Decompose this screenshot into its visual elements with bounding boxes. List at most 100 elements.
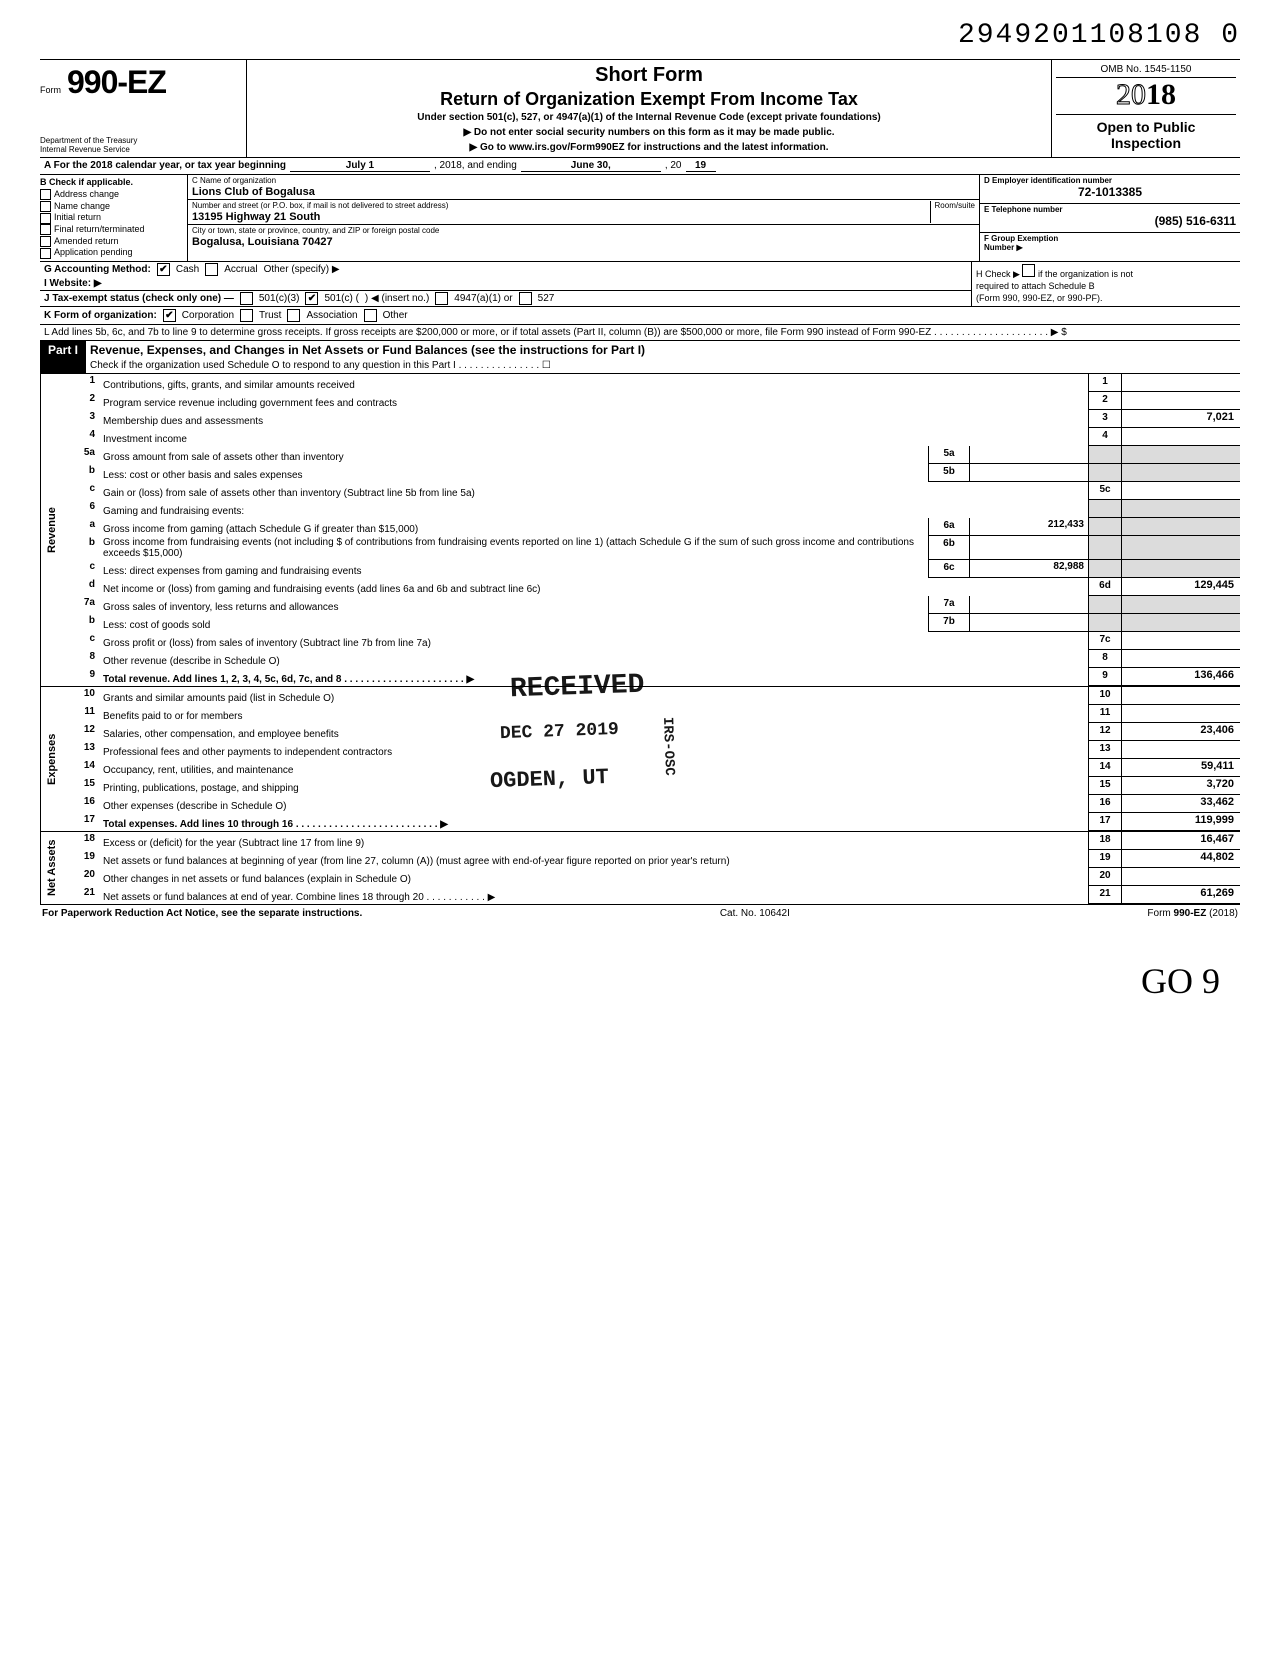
col-b-item: Application pending — [40, 247, 185, 259]
line-end-number: 10 — [1088, 687, 1122, 705]
line-end-number: 13 — [1088, 741, 1122, 759]
footer-right-post: (2018) — [1206, 908, 1238, 919]
cash-checkbox[interactable]: ✔ — [157, 263, 170, 276]
col-h: H Check ▶ if the organization is not req… — [972, 262, 1240, 306]
line-desc: Occupancy, rent, utilities, and maintena… — [101, 759, 1088, 777]
line-desc: Other expenses (describe in Schedule O) — [101, 795, 1088, 813]
line-end-value — [1122, 374, 1240, 392]
form-line: bLess: cost of goods sold7b — [63, 614, 1240, 632]
j-501c-checkbox[interactable]: ✔ — [305, 292, 318, 305]
line-number: 16 — [63, 795, 101, 813]
line-desc: Net assets or fund balances at beginning… — [101, 850, 1088, 868]
line-end-number: 17 — [1088, 813, 1122, 831]
line-end-shade — [1122, 596, 1240, 614]
line-end-number: 2 — [1088, 392, 1122, 410]
row-a-tax-year: A For the 2018 calendar year, or tax yea… — [40, 158, 1240, 175]
revenue-side-label: Revenue — [40, 374, 63, 686]
col-b-header: B Check if applicable. — [40, 177, 185, 187]
footer-right-bold: 990-EZ — [1174, 908, 1207, 919]
department: Department of the Treasury Internal Reve… — [40, 137, 240, 155]
k-other: Other — [383, 310, 408, 321]
line-end-number: 18 — [1088, 832, 1122, 850]
line-mid-number: 6c — [928, 560, 970, 578]
col-c: C Name of organization Lions Club of Bog… — [188, 175, 980, 261]
g-label: G Accounting Method: — [44, 264, 151, 275]
form-title: Return of Organization Exempt From Incom… — [253, 89, 1045, 110]
checkbox[interactable] — [40, 236, 51, 247]
form-line: dNet income or (loss) from gaming and fu… — [63, 578, 1240, 596]
line-number: 7a — [63, 596, 101, 614]
line-number: b — [63, 536, 101, 560]
checkbox[interactable] — [40, 201, 51, 212]
line-desc: Less: direct expenses from gaming and fu… — [101, 560, 928, 578]
line-end-value: 129,445 — [1122, 578, 1240, 596]
line-desc: Membership dues and assessments — [101, 410, 1088, 428]
e-value: (985) 516-6311 — [984, 214, 1236, 228]
k-assoc-checkbox[interactable] — [287, 309, 300, 322]
line-end-number: 6d — [1088, 578, 1122, 596]
line-end-value — [1122, 741, 1240, 759]
checkbox[interactable] — [40, 224, 51, 235]
footer-left: For Paperwork Reduction Act Notice, see … — [42, 908, 362, 919]
form-line: 5aGross amount from sale of assets other… — [63, 446, 1240, 464]
line-end-value — [1122, 392, 1240, 410]
line-end-shade — [1122, 518, 1240, 536]
part1-title: Revenue, Expenses, and Changes in Net As… — [90, 343, 645, 357]
line-number: 8 — [63, 650, 101, 668]
line-mid-number: 7b — [928, 614, 970, 632]
form-line: bGross income from fundraising events (n… — [63, 536, 1240, 560]
h-line2: required to attach Schedule B — [976, 281, 1095, 291]
checkbox[interactable] — [40, 189, 51, 200]
line-mid-value: 82,988 — [970, 560, 1088, 578]
row-j: J Tax-exempt status (check only one) — 5… — [40, 290, 971, 306]
line-end-number: 11 — [1088, 705, 1122, 723]
k-other-checkbox[interactable] — [364, 309, 377, 322]
line-end-number: 4 — [1088, 428, 1122, 446]
line-number: 2 — [63, 392, 101, 410]
form-line: 17Total expenses. Add lines 10 through 1… — [63, 813, 1240, 831]
row-a-prefix: A For the 2018 calendar year, or tax yea… — [44, 160, 286, 171]
j-527-checkbox[interactable] — [519, 292, 532, 305]
form-line: 11Benefits paid to or for members11 — [63, 705, 1240, 723]
line-number: 21 — [63, 886, 101, 904]
form-line: 9Total revenue. Add lines 1, 2, 3, 4, 5c… — [63, 668, 1240, 686]
j-501c3-checkbox[interactable] — [240, 292, 253, 305]
form-line: 19Net assets or fund balances at beginni… — [63, 850, 1240, 868]
form-line: 15Printing, publications, postage, and s… — [63, 777, 1240, 795]
line-number: 19 — [63, 850, 101, 868]
form-line: 3Membership dues and assessments37,021 — [63, 410, 1240, 428]
line-number: 9 — [63, 668, 101, 686]
line-end-number: 7c — [1088, 632, 1122, 650]
line-end-shade — [1088, 596, 1122, 614]
k-trust-checkbox[interactable] — [240, 309, 253, 322]
line-mid-value — [970, 446, 1088, 464]
checkbox[interactable] — [40, 213, 51, 224]
line-end-number: 19 — [1088, 850, 1122, 868]
k-corp-checkbox[interactable]: ✔ — [163, 309, 176, 322]
line-end-value — [1122, 687, 1240, 705]
k-label: K Form of organization: — [44, 310, 157, 321]
checkbox[interactable] — [40, 248, 51, 259]
line-desc: Gross income from fundraising events (no… — [101, 536, 928, 560]
line-end-shade — [1088, 518, 1122, 536]
form-line: 10Grants and similar amounts paid (list … — [63, 687, 1240, 705]
h-checkbox[interactable] — [1022, 264, 1035, 277]
form-line: aGross income from gaming (attach Schedu… — [63, 518, 1240, 536]
line-desc: Gross profit or (loss) from sales of inv… — [101, 632, 1088, 650]
line-number: c — [63, 632, 101, 650]
cash-label: Cash — [176, 264, 199, 275]
handwritten-bottom: GO 9 — [1141, 960, 1220, 1002]
line-mid-number: 5b — [928, 464, 970, 482]
line-end-value: 7,021 — [1122, 410, 1240, 428]
line-number: 6 — [63, 500, 101, 518]
line-end-value: 23,406 — [1122, 723, 1240, 741]
row-a-suffix: , 20 — [665, 160, 682, 171]
h-line1: H Check ▶ — [976, 269, 1020, 279]
line-desc: Gaming and fundraising events: — [101, 500, 1088, 518]
col-b-item: Name change — [40, 201, 185, 213]
form-line: 21Net assets or fund balances at end of … — [63, 886, 1240, 904]
accrual-checkbox[interactable] — [205, 263, 218, 276]
j-4947-checkbox[interactable] — [435, 292, 448, 305]
form-line: cGain or (loss) from sale of assets othe… — [63, 482, 1240, 500]
line-desc: Gross sales of inventory, less returns a… — [101, 596, 928, 614]
